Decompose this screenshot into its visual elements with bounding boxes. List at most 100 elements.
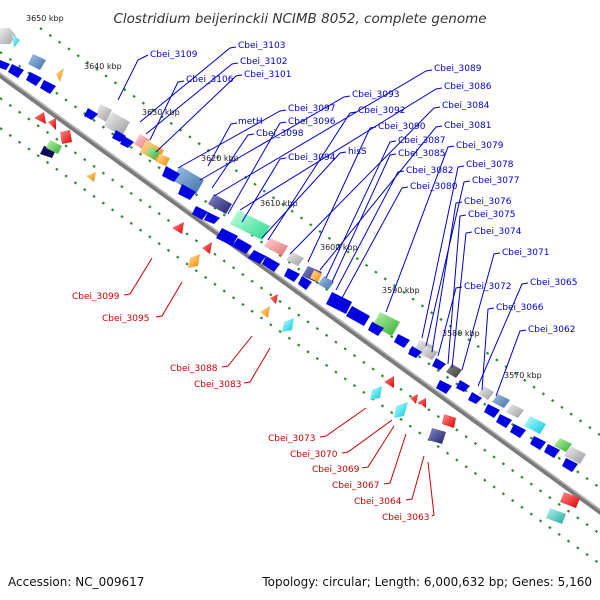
kbp-label: 3590 kbp <box>382 286 420 295</box>
gene-arrow[interactable] <box>418 398 426 408</box>
gene-label[interactable]: Cbei_3072 <box>464 282 511 292</box>
gene-arrow[interactable] <box>0 28 16 44</box>
gene-arrow[interactable] <box>394 402 408 418</box>
gene-arrow[interactable] <box>28 54 46 70</box>
gene-label[interactable]: Cbei_3109 <box>150 50 198 60</box>
kbp-label: 3640 kbp <box>84 62 122 71</box>
gene-arrow[interactable] <box>146 146 160 160</box>
gene-arrow[interactable] <box>310 270 322 282</box>
gene-arrow[interactable] <box>506 404 524 418</box>
gene-arrow[interactable] <box>56 68 64 82</box>
gene-arrow[interactable] <box>370 386 382 400</box>
gene-label[interactable]: Cbei_3098 <box>256 129 304 139</box>
genome-backbone <box>0 72 600 515</box>
gene-label[interactable]: Cbei_3071 <box>502 248 549 258</box>
gene-arrow[interactable] <box>560 492 580 508</box>
gene-label[interactable]: Cbei_3094 <box>288 153 336 163</box>
gene-label[interactable]: Cbei_3087 <box>398 136 445 146</box>
gene-arrow[interactable] <box>172 166 204 194</box>
gene-arrow[interactable] <box>372 312 400 336</box>
gene-arrow[interactable] <box>442 414 456 428</box>
gene-label[interactable]: Cbei_3086 <box>444 82 492 92</box>
gene-label[interactable]: Cbei_3063 <box>382 513 429 523</box>
gene-arrow[interactable] <box>524 416 546 434</box>
gene-label[interactable]: Cbei_3065 <box>530 278 577 288</box>
reverse-strand-genes[interactable] <box>34 112 580 524</box>
gene-arrow[interactable] <box>86 172 96 182</box>
gene-label[interactable]: Cbei_3106 <box>186 75 234 85</box>
gene-arrow[interactable] <box>564 446 586 464</box>
gene-label[interactable]: Cbei_3075 <box>468 210 515 220</box>
gene-arrow[interactable] <box>264 238 288 256</box>
gene-arrow[interactable] <box>156 154 170 166</box>
gene-label[interactable]: Cbei_3092 <box>358 106 405 116</box>
gene-label[interactable]: Cbei_3084 <box>442 101 490 111</box>
gene-label[interactable]: metH <box>238 117 263 127</box>
gene-label[interactable]: Cbei_3081 <box>444 121 491 131</box>
gene-label[interactable]: hisS <box>348 147 367 157</box>
gene-label[interactable]: Cbei_3099 <box>72 292 120 302</box>
gene-arrow[interactable] <box>270 294 278 304</box>
gene-label[interactable]: Cbei_3103 <box>238 41 285 51</box>
kbp-label: 3630 kbp <box>142 108 180 117</box>
gene-label[interactable]: Cbei_3074 <box>474 227 522 237</box>
kbp-label: 3610 kbp <box>260 199 298 208</box>
gene-arrow[interactable] <box>202 242 212 254</box>
gene-label[interactable]: Cbei_3067 <box>332 481 379 491</box>
gene-label[interactable]: Cbei_3062 <box>528 325 575 335</box>
gene-arrow[interactable] <box>230 210 270 240</box>
gene-label[interactable]: Cbei_3085 <box>398 149 445 159</box>
gene-label[interactable]: Cbei_3079 <box>456 141 504 151</box>
gene-label[interactable]: Cbei_3090 <box>378 122 426 132</box>
gene-label[interactable]: Cbei_3066 <box>496 303 544 313</box>
forward-strand-genes[interactable] <box>0 28 586 472</box>
gene-arrow[interactable] <box>446 364 462 378</box>
gene-label[interactable]: Cbei_3064 <box>354 497 402 507</box>
gene-label[interactable]: Cbei_3077 <box>472 176 519 186</box>
gene-arrow[interactable] <box>420 346 438 360</box>
gene-arrow[interactable] <box>172 222 184 234</box>
gene-label[interactable]: Cbei_3082 <box>406 166 453 176</box>
gene-arrow[interactable] <box>384 376 394 388</box>
gene-arrow[interactable] <box>318 276 334 290</box>
gene-label[interactable]: Cbei_3102 <box>240 57 287 67</box>
gene-arrow[interactable] <box>260 306 270 318</box>
gene-arrow[interactable] <box>12 34 20 48</box>
gene-label[interactable]: Cbei_3101 <box>244 70 291 80</box>
gene-label[interactable]: Cbei_3096 <box>288 117 336 127</box>
gene-label[interactable]: Cbei_3069 <box>312 465 360 475</box>
forward-gene-labels: Cbei_3109 Cbei_3103 Cbei_3102 Cbei_3106 … <box>150 41 577 335</box>
genome-summary: Topology: circular; Length: 6,000,632 bp… <box>261 575 592 589</box>
blue-gene-cluster[interactable] <box>0 60 578 472</box>
gene-arrow[interactable] <box>282 318 294 332</box>
gene-label[interactable]: Cbei_3080 <box>410 182 458 192</box>
gene-arrow[interactable] <box>492 394 510 408</box>
gene-arrow[interactable] <box>546 508 566 524</box>
gene-label[interactable]: Cbei_3073 <box>268 434 315 444</box>
kbp-label: 3580 kbp <box>442 329 480 338</box>
gene-arrow[interactable] <box>188 254 200 268</box>
gene-arrow[interactable] <box>208 194 232 214</box>
gene-label[interactable]: Cbei_3088 <box>170 364 218 374</box>
gene-arrow[interactable] <box>104 112 130 136</box>
gene-arrow[interactable] <box>46 140 62 154</box>
gene-label[interactable]: Cbei_3097 <box>288 104 335 114</box>
gene-label[interactable]: Cbei_3093 <box>352 90 399 100</box>
gene-label[interactable]: Cbei_3070 <box>290 450 338 460</box>
gene-arrow[interactable] <box>60 130 72 144</box>
gene-label[interactable]: Cbei_3076 <box>464 197 512 207</box>
gene-arrow[interactable] <box>48 118 56 130</box>
gene-arrow[interactable] <box>96 104 112 122</box>
gene-label[interactable]: Cbei_3095 <box>102 314 149 324</box>
kbp-label: 3650 kbp <box>26 14 64 23</box>
gene-arrow[interactable] <box>286 252 304 266</box>
gene-label[interactable]: Cbei_3083 <box>194 380 241 390</box>
gene-arrow[interactable] <box>34 112 46 124</box>
gene-label[interactable]: Cbei_3078 <box>466 160 514 170</box>
gene-label[interactable]: Cbei_3089 <box>434 64 482 74</box>
gene-arrow[interactable] <box>410 394 418 404</box>
gene-arrow[interactable] <box>428 428 446 444</box>
kbp-label: 3620 kbp <box>201 154 239 163</box>
gene-arrow[interactable] <box>554 438 572 452</box>
